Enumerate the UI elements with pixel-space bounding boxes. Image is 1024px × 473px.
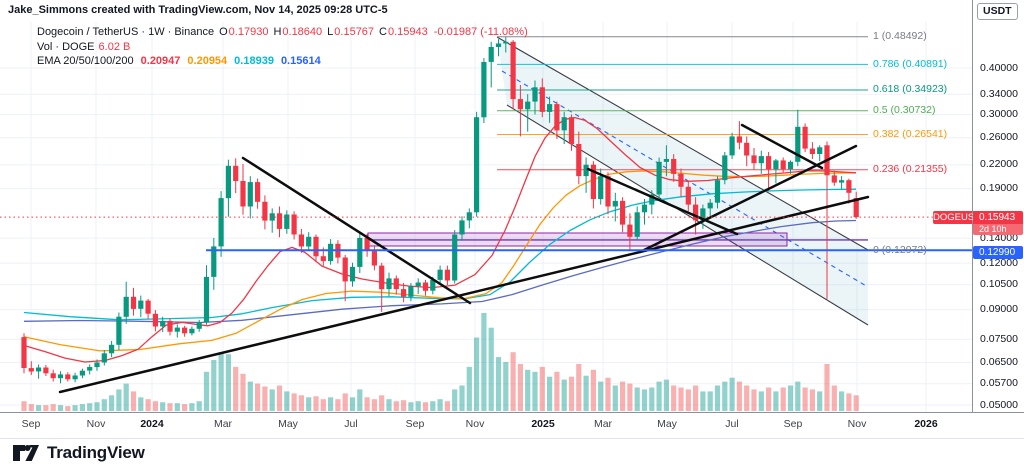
attribution-text: Jake_Simmons created with TradingView.co… xyxy=(8,4,388,16)
symbol-price-badge-label: DOGEUSDT xyxy=(933,211,987,224)
time-axis-label: Nov xyxy=(847,418,867,430)
ohlc-letter: C xyxy=(379,26,387,38)
bar-countdown-badge: 2d 10h xyxy=(973,224,1023,235)
price-axis-label: 0.19000 xyxy=(980,182,1018,195)
ohlc-letter: O xyxy=(219,26,228,38)
ema-value: 0.20954 xyxy=(187,55,228,67)
volume-label: Vol · DOGE xyxy=(37,41,95,53)
change-value: -0.01987 (-11.08%) xyxy=(433,26,528,38)
price-axis-label: 0.05700 xyxy=(980,377,1018,390)
trendlines[interactable] xyxy=(58,123,870,394)
ema-value: 0.15614 xyxy=(280,55,321,67)
price-axis-label: 0.34000 xyxy=(980,87,1018,100)
time-axis-label: 2026 xyxy=(914,418,938,430)
time-axis-label: Sep xyxy=(783,418,803,430)
fib-label: 0.618 (0.34923) xyxy=(873,83,948,96)
time-axis-label: Sep xyxy=(405,418,425,430)
ohlc-value: 0.15767 xyxy=(334,26,375,38)
time-axis-label: 2024 xyxy=(140,418,164,430)
time-axis-label: Nov xyxy=(86,418,106,430)
tradingview-logo[interactable]: TradingView xyxy=(12,441,145,465)
time-axis[interactable]: Sep Nov 2024 Mar May Jul Sep Nov 2025 Mar May Jul Se… xyxy=(0,412,1024,439)
ema-value: 0.18939 xyxy=(234,55,274,67)
time-axis-label: May xyxy=(278,418,298,430)
ema-values: 0.20947 0.20954 0.18939 0.15614 xyxy=(134,55,321,67)
price-axis-label: 0.07500 xyxy=(980,332,1018,345)
fib-label: 0.786 (0.40891) xyxy=(873,57,948,70)
ema-label: EMA 20/50/100/200 xyxy=(37,55,134,67)
last-price-badge: 0.15943 xyxy=(973,211,1023,224)
time-axis-label: May xyxy=(657,418,677,430)
ohlc-letter: L xyxy=(327,26,334,38)
tradingview-logo-text: TradingView xyxy=(47,443,145,462)
time-axis-label: Mar xyxy=(213,418,233,430)
volume-bars xyxy=(21,313,859,411)
ohlc-value: 0.15943 xyxy=(388,26,428,38)
price-axis-label: 0.26000 xyxy=(980,131,1018,144)
fib-label: 0.382 (0.26541) xyxy=(873,127,948,140)
price-axis-label: 0.40000 xyxy=(980,61,1018,74)
ema-value: 0.20947 xyxy=(140,55,181,67)
candlesticks xyxy=(21,36,859,384)
price-axis-label: 0.30000 xyxy=(980,108,1018,121)
ema-line-ema100 xyxy=(23,188,857,321)
time-axis-label: Jul xyxy=(344,418,358,430)
ohlc-value: 0.17930 xyxy=(228,26,269,38)
fib-label: 0.5 (0.30732) xyxy=(873,104,936,117)
hline-price-badge: 0.12990 xyxy=(973,246,1023,259)
fib-label: 1 (0.48492) xyxy=(873,30,927,43)
tradingview-logo-icon xyxy=(13,445,39,461)
fib-label: 0.236 (0.21355) xyxy=(873,163,948,176)
volume-value: 6.02 B xyxy=(98,41,131,53)
price-axis-label: 0.06500 xyxy=(980,355,1018,368)
time-axis-label: Jul xyxy=(725,418,739,430)
ohlc-value: 0.18640 xyxy=(282,26,323,38)
ohlc-values: O0.17930 H0.18640 L0.15767 C0.15943 xyxy=(214,26,428,38)
ema-line-ema200 xyxy=(23,219,857,324)
currency-label: USDT xyxy=(977,3,1018,20)
ohlc-letter: H xyxy=(273,26,282,38)
price-axis-label: 0.12000 xyxy=(980,256,1018,269)
time-axis-label: 2025 xyxy=(531,418,555,430)
legend-row-volume[interactable]: Vol · DOGE 6.02 B xyxy=(37,41,130,53)
price-axis-label: 0.10500 xyxy=(980,278,1018,291)
ema-lines xyxy=(23,116,857,363)
symbol-title: Dogecoin / TetherUS · 1W · Binance xyxy=(37,26,215,38)
legend-row-symbol[interactable]: Dogecoin / TetherUS · 1W · Binance O0.179… xyxy=(37,26,528,38)
time-axis-label: Nov xyxy=(465,418,485,430)
ema-line-ema20 xyxy=(23,116,857,363)
price-axis-label: 0.22000 xyxy=(980,158,1018,171)
price-axis-label: 0.05000 xyxy=(980,398,1018,411)
time-axis-label: Sep xyxy=(21,418,41,430)
time-axis-label: Mar xyxy=(593,418,613,430)
legend-row-ema[interactable]: EMA 20/50/100/200 0.20947 0.20954 0.18939 0.… xyxy=(37,55,321,67)
fib-label: 0 (0.12972) xyxy=(873,243,927,256)
price-axis-label: 0.09000 xyxy=(980,303,1018,316)
ema-line-ema50 xyxy=(23,170,857,352)
